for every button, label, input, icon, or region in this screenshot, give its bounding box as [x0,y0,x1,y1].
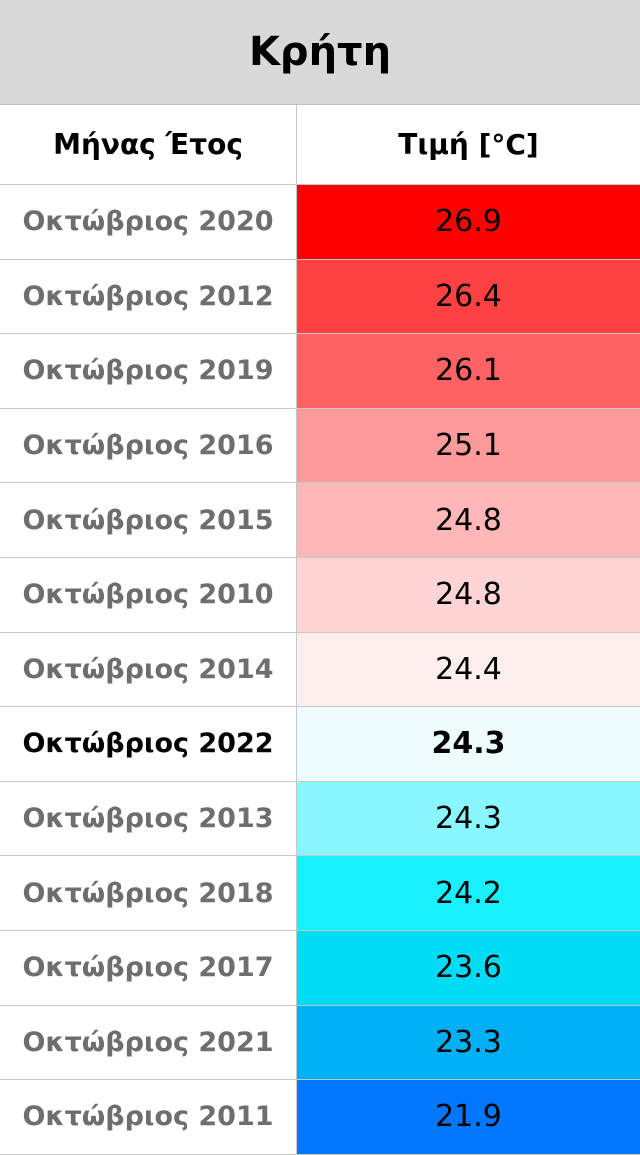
month-cell: Οκτώβριος 2014 [0,632,297,707]
table-row: Οκτώβριος 2014 24.4 [0,632,640,708]
value-cell: 24.4 [297,632,640,707]
month-cell: Οκτώβριος 2011 [0,1080,297,1154]
month-cell: Οκτώβριος 2018 [0,856,297,930]
table-row: Οκτώβριος 2011 21.9 [0,1080,640,1155]
value-cell: 23.6 [297,930,640,1005]
header-cell: Τιμή [°C] [398,128,539,161]
month-cell: Οκτώβριος 2010 [0,557,297,632]
table-row: Οκτώβριος 2019 26.1 [0,334,640,409]
header-cell: Μήνας Έτος [0,105,297,184]
table-row: Οκτώβριος 2017 23.6 [0,930,640,1006]
value-cell: 24.3 [297,781,640,856]
header-row: Μήνας Έτος Τιμή [°C] [0,105,640,185]
table-row: Οκτώβριος 2015 24.8 [0,483,640,558]
value-cell: 26.9 [297,185,640,259]
month-cell: Οκτώβριος 2015 [0,483,297,557]
table-row: Οκτώβριος 2016 25.1 [0,408,640,484]
value-cell: 26.4 [297,259,640,334]
month-cell: Οκτώβριος 2016 [0,408,297,483]
table-title: Κρήτη [0,0,640,105]
month-cell: Οκτώβριος 2019 [0,334,297,408]
value-cell: 26.1 [297,334,640,408]
month-cell: Οκτώβριος 2020 [0,185,297,259]
table-row: Οκτώβριος 2020 26.9 [0,185,640,260]
table-body: Οκτώβριος 2020 26.9 Οκτώβριος 2012 26.4 Οκτώ… [0,185,640,1155]
month-cell: Οκτώβριος 2017 [0,930,297,1005]
value-cell: 24.8 [297,483,640,557]
month-cell: Οκτώβριος 2013 [0,781,297,856]
value-cell: 23.3 [297,1005,640,1080]
table-row: Οκτώβριος 2012 26.4 [0,259,640,335]
value-cell: 21.9 [297,1080,640,1154]
month-cell: Οκτώβριος 2021 [0,1005,297,1080]
table-row: Οκτώβριος 2018 24.2 [0,856,640,931]
table-row: Οκτώβριος 2013 24.3 [0,781,640,857]
table-row: Οκτώβριος 2010 24.8 [0,557,640,633]
value-cell: 24.8 [297,557,640,632]
value-cell: 24.3 [297,707,640,781]
table-row: Οκτώβριος 2021 23.3 [0,1005,640,1081]
value-cell: 24.2 [297,856,640,930]
month-cell: Οκτώβριος 2022 [0,707,297,781]
month-cell: Οκτώβριος 2012 [0,259,297,334]
table-row: Οκτώβριος 2022 24.3 [0,707,640,782]
value-cell: 25.1 [297,408,640,483]
